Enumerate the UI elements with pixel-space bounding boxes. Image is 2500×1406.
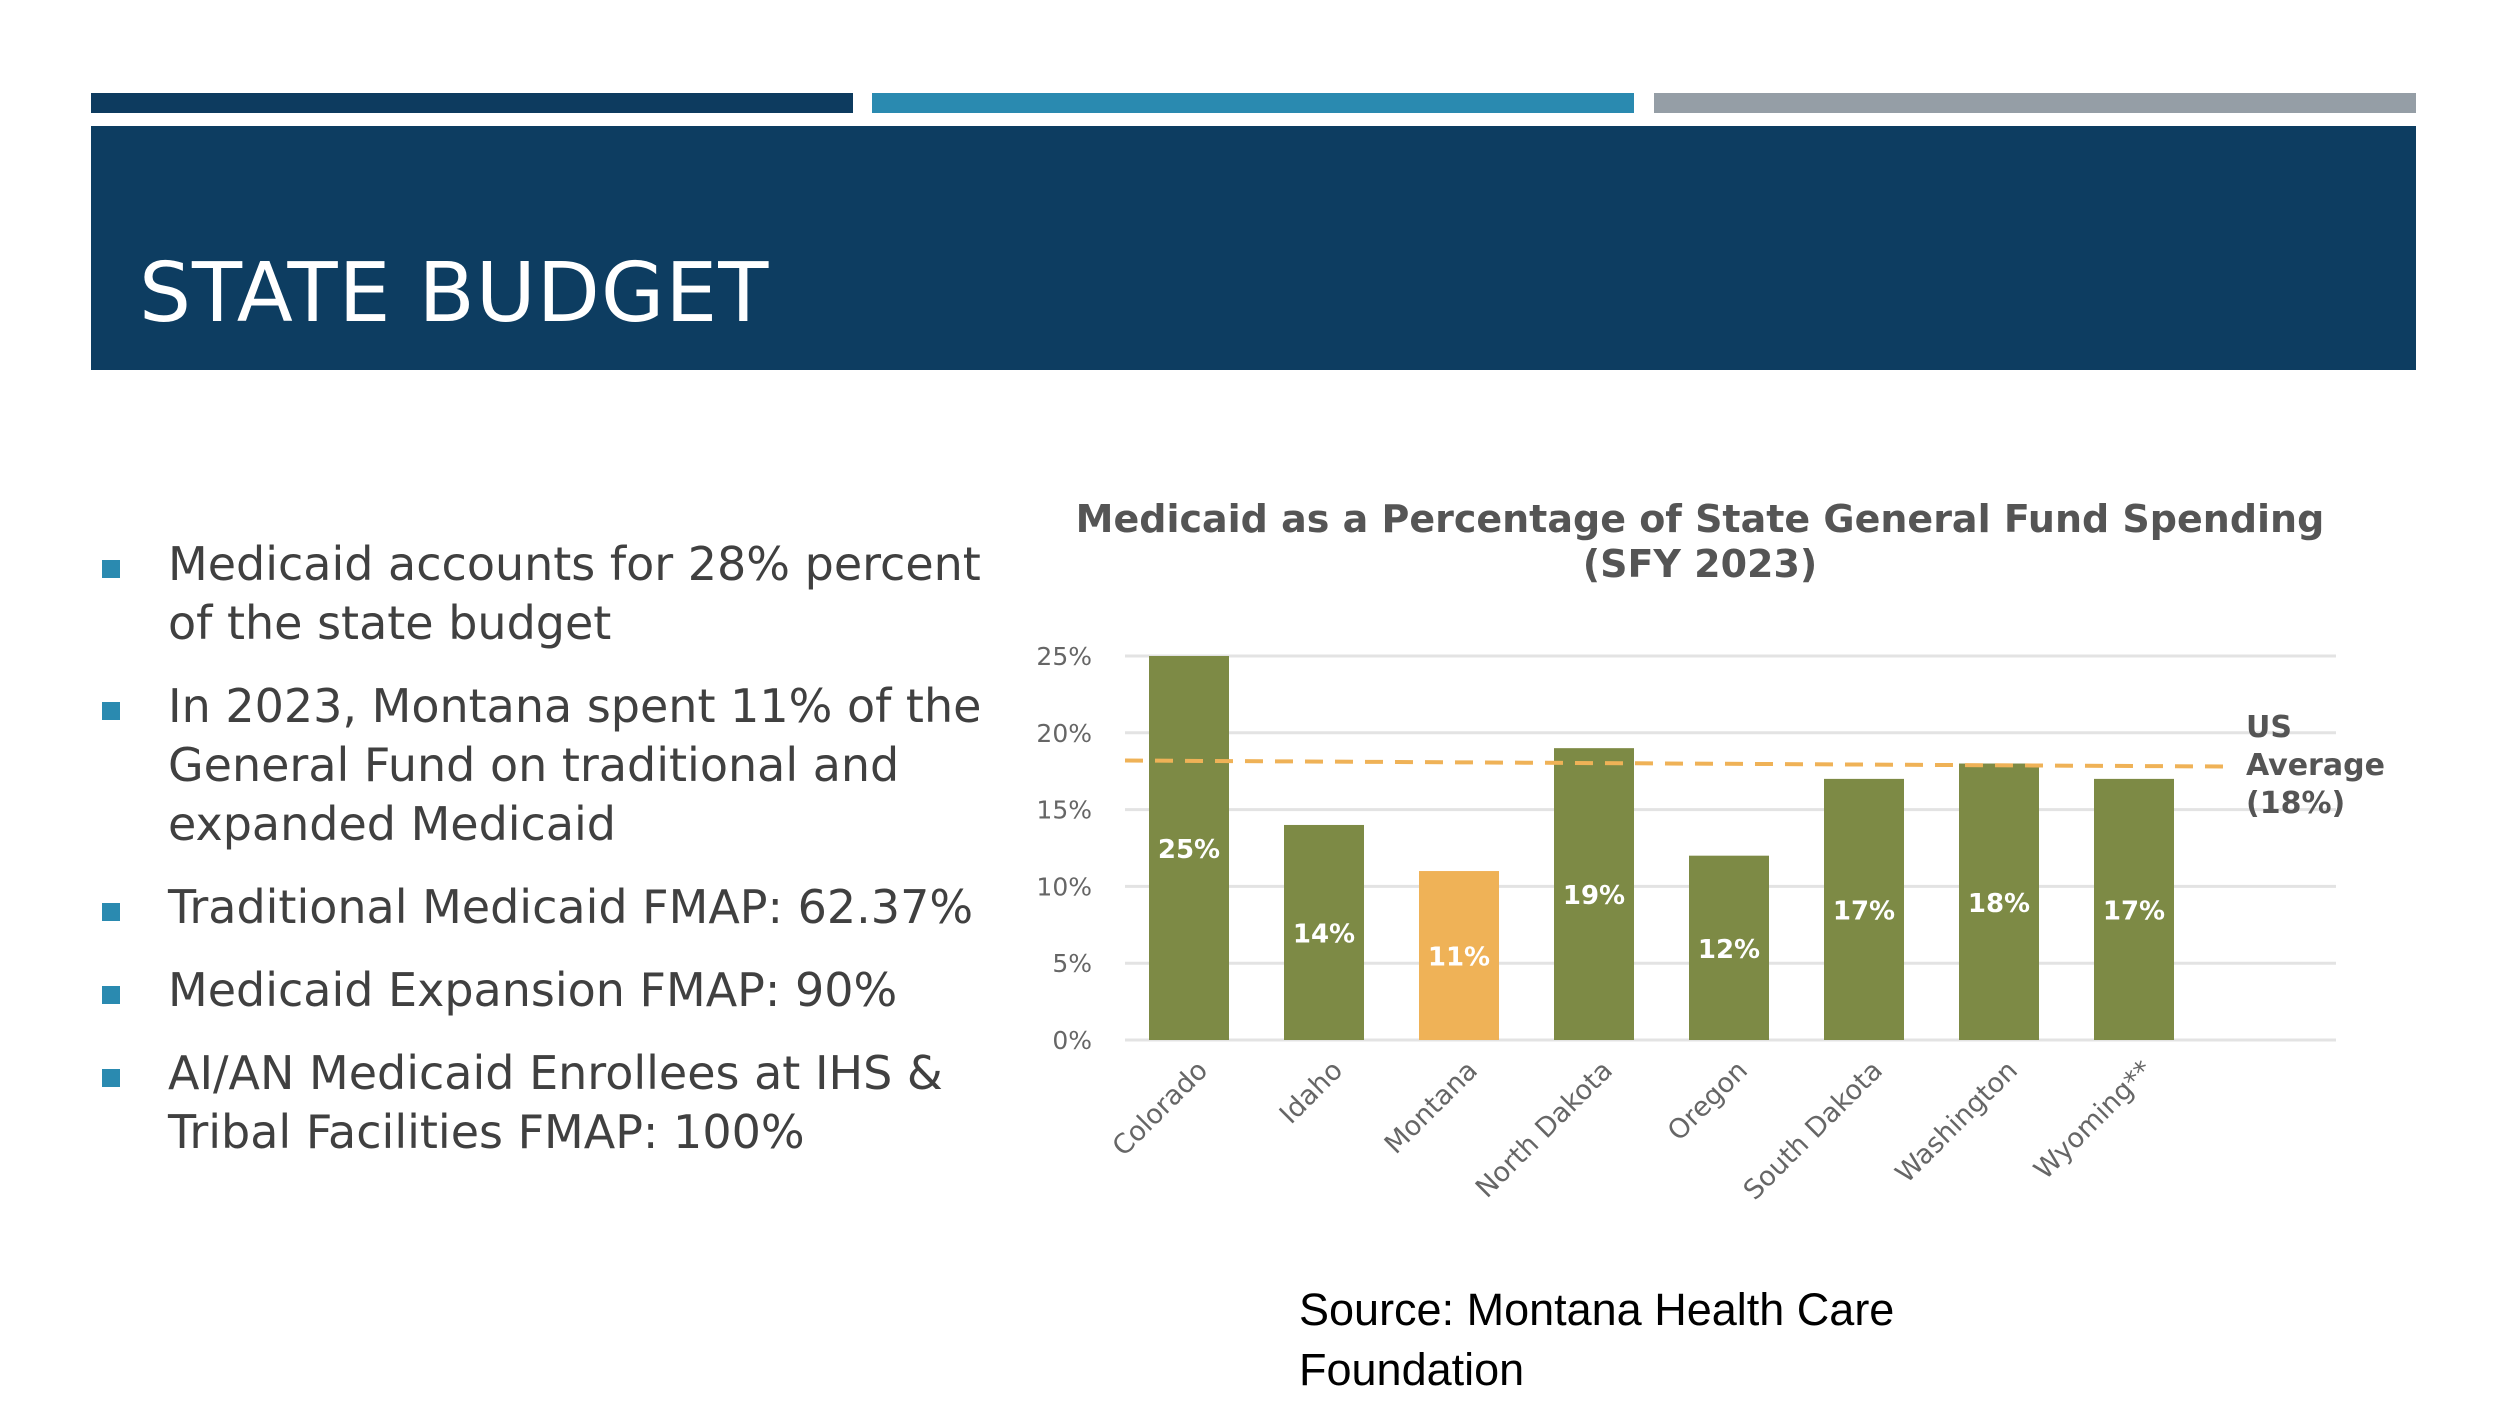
bullet-item: In 2023, Montana spent 11% of the Genera… — [100, 677, 1000, 854]
bar-north-dakota — [1554, 748, 1634, 1040]
bar-montana — [1419, 871, 1499, 1040]
bar-idaho — [1284, 824, 1364, 1040]
data-label: 18% — [1968, 889, 2030, 919]
accent-stripe-gray — [1654, 93, 2416, 113]
data-label: 25% — [1158, 835, 1220, 865]
y-tick-label: 15% — [1036, 796, 1092, 825]
bullet-text: Medicaid accounts for 28% percent of the… — [168, 537, 981, 650]
bar-south-dakota — [1824, 778, 1904, 1040]
chart-title-line1: Medicaid as a Percentage of State Genera… — [1076, 497, 2325, 541]
data-label: 17% — [2103, 896, 2165, 926]
x-tick-label: South Dakota — [1738, 1055, 1889, 1206]
chart-title-line2: (SFY 2023) — [1583, 542, 1818, 586]
bullet-text: AI/AN Medicaid Enrollees at IHS & Tribal… — [168, 1046, 943, 1159]
bullet-text: In 2023, Montana spent 11% of the Genera… — [168, 679, 982, 851]
y-tick-label: 20% — [1036, 719, 1092, 748]
x-tick-label: Oregon — [1662, 1055, 1754, 1147]
us-average-label: (18%) — [2246, 786, 2345, 821]
x-tick-label: Wyoming** — [2028, 1055, 2159, 1186]
y-tick-label: 10% — [1036, 872, 1092, 901]
bullet-item: AI/AN Medicaid Enrollees at IHS & Tribal… — [100, 1044, 1000, 1162]
bar-wyoming- — [2094, 778, 2174, 1040]
us-average-label: Average — [2246, 748, 2385, 783]
bar-washington — [1959, 763, 2039, 1040]
y-tick-label: 5% — [1052, 949, 1092, 978]
bar-oregon — [1689, 855, 1769, 1040]
y-tick-label: 0% — [1052, 1026, 1092, 1055]
bar-colorado — [1149, 656, 1229, 1040]
data-label: 12% — [1698, 935, 1760, 965]
data-label: 11% — [1428, 943, 1490, 973]
data-label: 17% — [1833, 896, 1895, 926]
bullet-square-icon — [102, 903, 120, 921]
source-note: Source: Montana Health Care Foundation — [1299, 1284, 1895, 1395]
bullet-item: Medicaid accounts for 28% percent of the… — [100, 535, 1000, 653]
bullet-square-icon — [102, 986, 120, 1004]
bullet-text: Traditional Medicaid FMAP: 62.37% — [168, 880, 974, 934]
x-tick-label: Idaho — [1274, 1055, 1349, 1130]
bullet-list: Medicaid accounts for 28% percent of the… — [100, 535, 1000, 1186]
slide-title: STATE BUDGET — [139, 246, 770, 341]
data-label: 19% — [1563, 881, 1625, 911]
accent-stripe-blue — [872, 93, 1634, 113]
x-tick-label: Montana — [1379, 1055, 1484, 1160]
bullet-square-icon — [102, 560, 120, 578]
bullet-text: Medicaid Expansion FMAP: 90% — [168, 963, 898, 1017]
us-average-label: US — [2246, 710, 2292, 745]
title-banner: STATE BUDGET — [91, 126, 2416, 370]
x-tick-label: Colorado — [1107, 1055, 1214, 1162]
x-tick-label: Washington — [1890, 1055, 2024, 1189]
y-tick-label: 25% — [1036, 642, 1092, 671]
x-tick-label: North Dakota — [1470, 1055, 1619, 1204]
us-average-line — [1124, 758, 2226, 769]
bullet-item: Traditional Medicaid FMAP: 62.37% — [100, 878, 1000, 937]
bullet-square-icon — [102, 1069, 120, 1087]
data-label: 14% — [1293, 919, 1355, 949]
bullet-item: Medicaid Expansion FMAP: 90% — [100, 961, 1000, 1020]
bullet-square-icon — [102, 702, 120, 720]
accent-stripe-dark — [91, 93, 853, 113]
